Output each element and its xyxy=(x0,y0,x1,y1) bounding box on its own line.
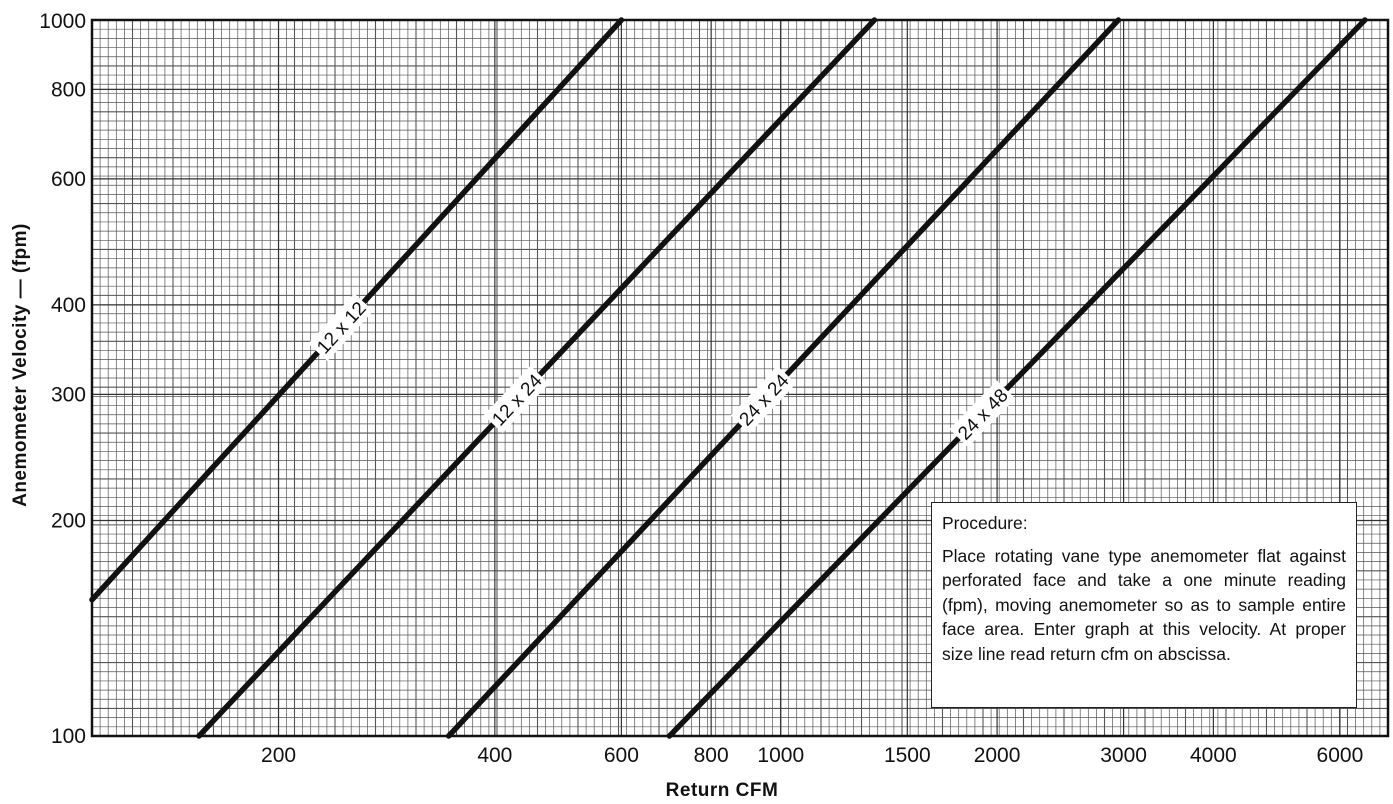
x-tick-label: 800 xyxy=(694,744,729,767)
x-tick-label: 4000 xyxy=(1190,744,1237,767)
y-tick-label: 400 xyxy=(51,294,86,317)
y-tick-label: 300 xyxy=(51,383,86,406)
x-tick-labels: 200 400 600 800 1000 1500 2000 3000 4000 6000 xyxy=(261,744,1363,767)
x-tick-label: 1500 xyxy=(884,744,931,767)
y-axis-title: Anemometer Velocity — (fpm) xyxy=(10,223,31,507)
x-axis-title: Return CFM xyxy=(666,780,779,801)
y-tick-label: 200 xyxy=(51,509,86,532)
procedure-title: Procedure: xyxy=(942,513,1028,533)
x-tick-label: 1000 xyxy=(757,744,804,767)
x-tick-label: 200 xyxy=(261,744,296,767)
series-line xyxy=(666,17,1368,739)
y-tick-label: 600 xyxy=(51,168,86,191)
plot-frame xyxy=(90,18,1390,738)
series-label-bg xyxy=(483,365,550,434)
y-tick-labels: 100 200 300 400 600 800 1000 xyxy=(39,10,86,748)
x-tick-label: 400 xyxy=(477,744,512,767)
y-tick-label: 1000 xyxy=(39,10,86,33)
x-tick-label: 2000 xyxy=(974,744,1021,767)
series-label-bg xyxy=(730,365,797,434)
x-tick-label: 3000 xyxy=(1100,744,1147,767)
series-label-group: 12 x 12 xyxy=(308,293,374,362)
series-label-bg xyxy=(949,380,1016,448)
x-tick-label: 6000 xyxy=(1317,744,1364,767)
x-tick-label: 600 xyxy=(604,744,639,767)
procedure-text: Place rotating vane type anemometer flat… xyxy=(942,545,1346,664)
procedure-box: Procedure: Place rotating vane type anem… xyxy=(931,502,1357,708)
y-tick-label: 100 xyxy=(51,725,86,748)
series-label-group: 12 x 24 xyxy=(483,365,550,434)
series-label-group: 24 x 48 xyxy=(949,380,1016,448)
series-label-bg xyxy=(308,293,374,362)
y-tick-label: 800 xyxy=(51,78,86,101)
